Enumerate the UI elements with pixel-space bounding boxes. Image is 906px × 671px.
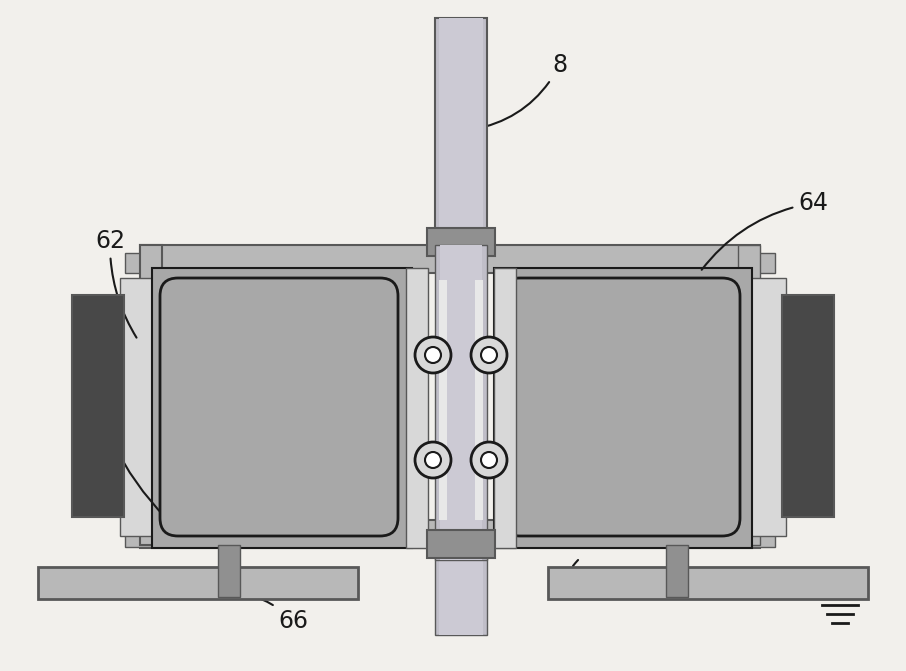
Circle shape — [425, 347, 441, 363]
Bar — [745, 527, 775, 547]
Bar — [72, 295, 124, 517]
Bar — [120, 278, 155, 536]
FancyBboxPatch shape — [502, 278, 740, 536]
Circle shape — [415, 442, 451, 478]
Bar — [745, 253, 775, 273]
Bar — [140, 245, 760, 273]
Bar — [140, 520, 760, 548]
Bar — [548, 567, 868, 599]
Text: 66: 66 — [223, 590, 308, 633]
Bar — [125, 253, 155, 273]
Bar — [494, 268, 752, 548]
Bar — [38, 567, 358, 599]
Bar — [782, 295, 834, 517]
Circle shape — [471, 337, 507, 373]
Circle shape — [481, 347, 497, 363]
Bar — [427, 530, 495, 558]
Bar — [440, 245, 482, 560]
Circle shape — [415, 337, 451, 373]
Bar — [435, 245, 487, 560]
Bar — [406, 268, 428, 548]
Bar — [475, 280, 483, 520]
Bar — [738, 245, 760, 545]
Text: 8: 8 — [473, 53, 567, 130]
Bar — [435, 555, 487, 635]
Bar — [140, 245, 162, 545]
Bar — [152, 268, 412, 548]
Bar — [218, 545, 240, 597]
Text: 64: 64 — [701, 191, 828, 270]
Text: 56: 56 — [548, 560, 578, 595]
Bar — [427, 228, 495, 256]
Circle shape — [471, 442, 507, 478]
Bar — [125, 527, 155, 547]
Circle shape — [481, 452, 497, 468]
Circle shape — [425, 452, 441, 468]
Bar — [439, 280, 447, 520]
Bar — [439, 18, 483, 233]
Text: 68: 68 — [90, 413, 166, 518]
Text: 62: 62 — [95, 229, 137, 338]
Bar — [435, 18, 487, 233]
Bar — [751, 278, 786, 536]
Bar — [439, 555, 483, 635]
FancyBboxPatch shape — [160, 278, 398, 536]
Bar — [494, 268, 516, 548]
Bar — [666, 545, 688, 597]
